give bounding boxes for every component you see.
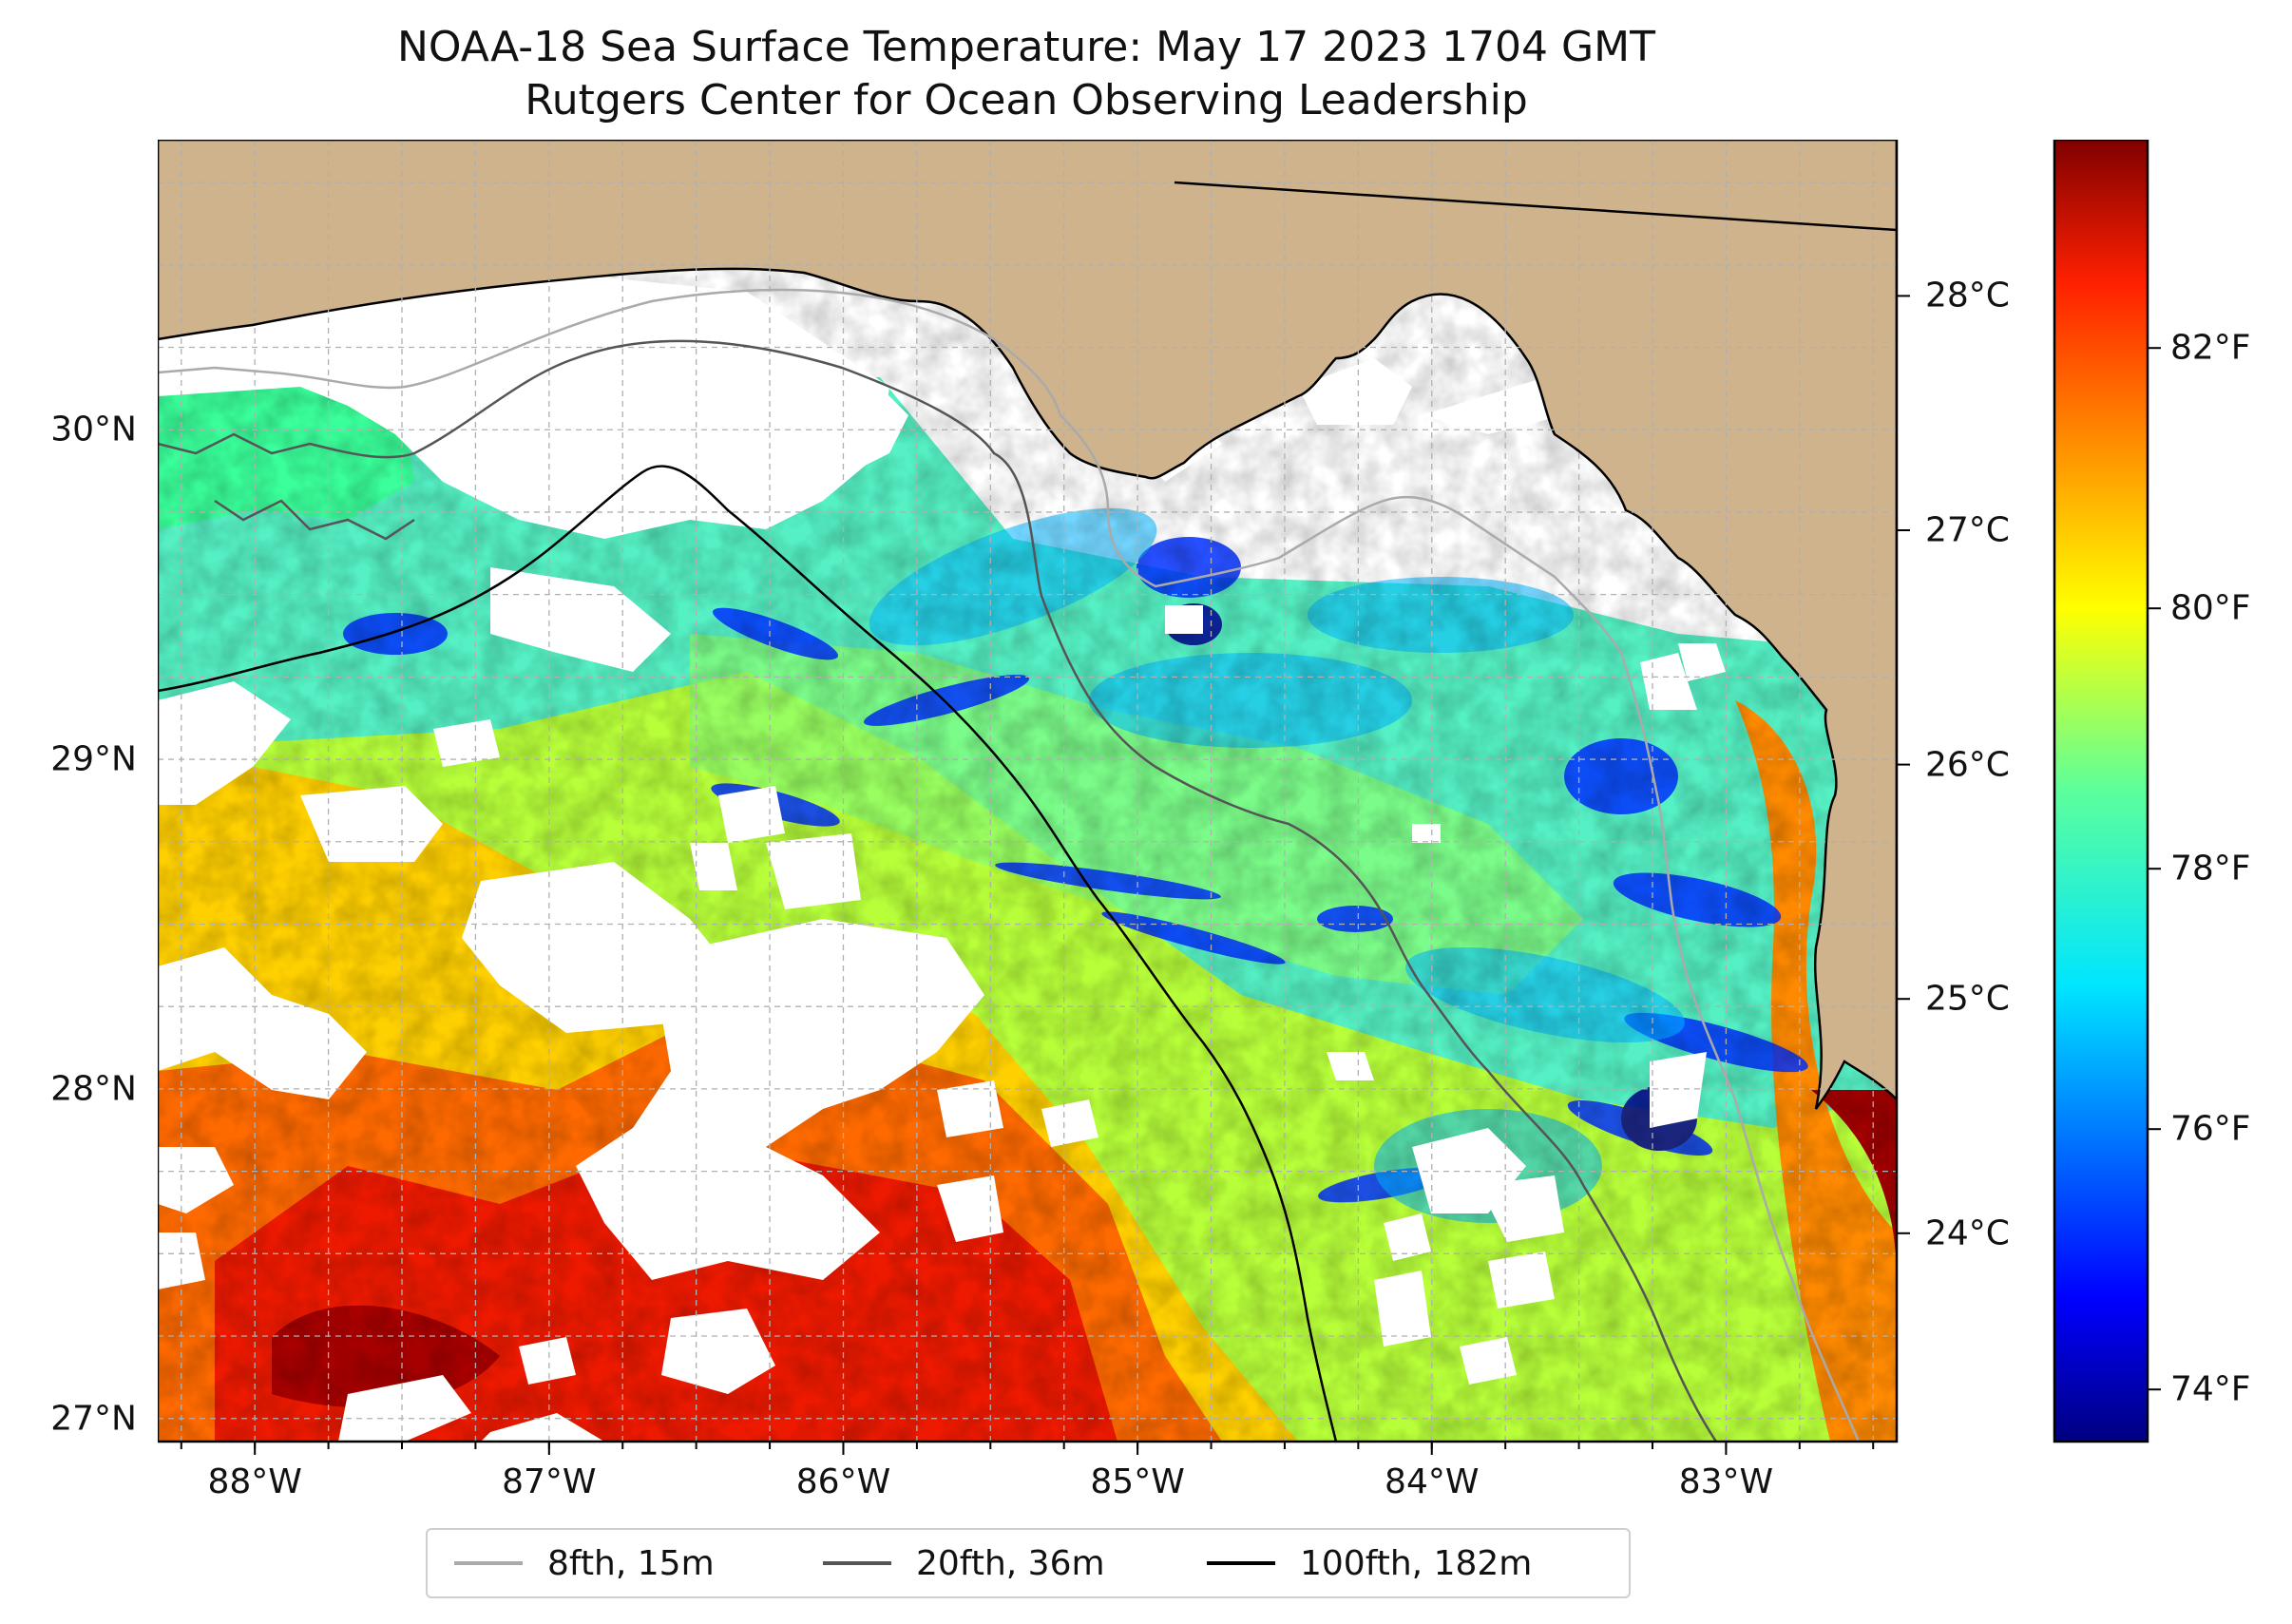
contour-20fth [158, 339, 1718, 1442]
legend-swatch-20fth [823, 1561, 891, 1565]
x-tick-label: 86°W [795, 1462, 891, 1501]
colorbar-c-tick-label: 26°C [1925, 745, 2010, 785]
legend-swatch-8fth [454, 1561, 523, 1565]
colorbar-f-tick-label: 78°F [2170, 849, 2251, 888]
colorbar-f-tick-label: 82°F [2170, 328, 2251, 368]
x-tick-label: 87°W [502, 1462, 597, 1501]
colorbar-gradient [2053, 140, 2149, 1443]
colorbar-c-tick-label: 25°C [1925, 979, 2010, 1019]
legend-item-100fth: 100fth, 182m [1207, 1530, 1532, 1596]
y-tick-label: 29°N [50, 739, 137, 779]
legend-swatch-100fth [1207, 1561, 1275, 1565]
legend-item-20fth: 20fth, 36m [823, 1530, 1105, 1596]
colorbar-c-tick-label: 27°C [1925, 510, 2010, 550]
axes-frame [158, 140, 1899, 1443]
graticule [158, 140, 1897, 1442]
contour-legend: 8fth, 15m 20fth, 36m 100fth, 182m [426, 1528, 1631, 1598]
map-frame: 88°W 87°W 86°W 85°W 84°W 83°W 30°N 29°N 28°N 27°N… [50, 140, 2251, 1501]
y-tick-label: 27°N [50, 1399, 137, 1439]
contour-8fth [158, 288, 1861, 1442]
land-mass [158, 140, 1897, 1110]
colorbar-c-tick-label: 28°C [1925, 276, 2010, 315]
colorbar-f-tick-label: 74°F [2170, 1369, 2251, 1409]
chart-subtitle: Rutgers Center for Ocean Observing Leade… [525, 76, 1528, 124]
colorbar-c-tick-label: 24°C [1925, 1213, 2010, 1253]
chart-title: NOAA-18 Sea Surface Temperature: May 17 … [397, 23, 1655, 71]
colorbar [1897, 140, 2161, 1443]
colorbar-ticks [1897, 295, 2161, 1391]
x-tick-label: 88°W [207, 1462, 302, 1501]
colorbar-f-tick-label: 80°F [2170, 588, 2251, 628]
sst-field [158, 140, 1897, 1442]
legend-item-8fth: 8fth, 15m [454, 1530, 715, 1596]
x-tick-label: 84°W [1385, 1462, 1480, 1501]
y-tick-label: 30°N [50, 410, 137, 449]
legend-label-20fth: 20fth, 36m [916, 1543, 1105, 1583]
x-tick-label: 85°W [1090, 1462, 1185, 1501]
axis-ticks [180, 1442, 1875, 1455]
legend-label-8fth: 8fth, 15m [547, 1543, 715, 1583]
legend-label-100fth: 100fth, 182m [1300, 1543, 1533, 1583]
x-tick-label: 83°W [1678, 1462, 1774, 1501]
colorbar-f-tick-label: 76°F [2170, 1109, 2251, 1149]
contour-100fth [158, 181, 1897, 1442]
y-tick-label: 28°N [50, 1069, 137, 1109]
map-svg [158, 140, 2161, 1455]
